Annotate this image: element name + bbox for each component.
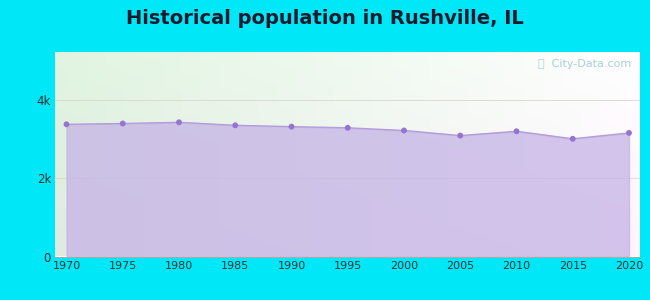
Point xyxy=(174,120,184,125)
Point xyxy=(230,123,240,128)
Point xyxy=(118,121,128,126)
Point xyxy=(512,129,522,134)
Point xyxy=(286,124,296,129)
Text: ⓘ  City-Data.com: ⓘ City-Data.com xyxy=(538,58,632,69)
Point xyxy=(61,122,72,127)
Text: Historical population in Rushville, IL: Historical population in Rushville, IL xyxy=(126,9,524,28)
Point xyxy=(455,133,465,138)
Point xyxy=(624,130,634,135)
Point xyxy=(399,128,410,133)
Point xyxy=(567,136,578,141)
Point xyxy=(343,125,353,130)
